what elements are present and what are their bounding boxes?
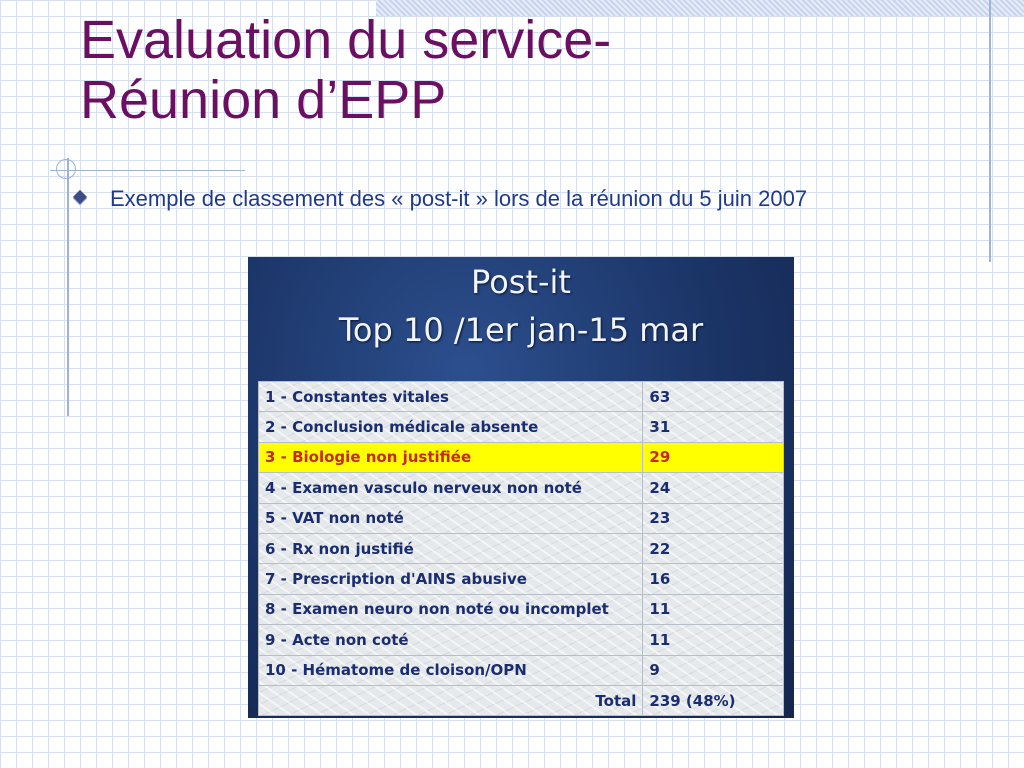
row-value: 63	[642, 380, 784, 413]
table-row: 10 - Hématome de cloison/OPN 9	[257, 654, 784, 686]
row-value: 11	[642, 624, 784, 656]
slide-title-line-2: Réunion d’EPP	[80, 70, 447, 130]
circle-ornament	[56, 159, 76, 179]
diamond-bullet-icon	[72, 189, 88, 205]
row-label: 4 - Examen vasculo nerveux non noté	[257, 472, 644, 504]
panel-heading: Post-it	[471, 263, 571, 301]
table-row: 9 - Acte non coté 11	[257, 624, 784, 656]
table-total-row: Total 239 (48%)	[257, 684, 784, 717]
bullet-text: Exemple de classement des « post-it » lo…	[110, 186, 808, 211]
slide-title: Evaluation du service- Réunion d’EPP	[80, 10, 611, 130]
row-value: 24	[642, 472, 784, 504]
slide-title-line-1: Evaluation du service-	[80, 10, 612, 70]
post-it-image-panel: Post-it Top 10 /1er jan-15 mar 1 - Const…	[248, 257, 794, 718]
row-value: 23	[642, 502, 784, 534]
row-value: 16	[642, 563, 784, 595]
table-row-highlighted: 3 - Biologie non justifiée 29	[257, 441, 784, 474]
total-label: Total	[257, 684, 644, 717]
table-row: 6 - Rx non justifié 22	[257, 532, 784, 565]
top-decorative-band	[376, 0, 1024, 16]
row-label: 3 - Biologie non justifiée	[257, 441, 644, 474]
row-label: 1 - Constantes vitales	[257, 380, 644, 413]
title-underline-rule	[50, 170, 245, 171]
table-row: 2 - Conclusion médicale absente 31	[257, 411, 784, 443]
table-row: 1 - Constantes vitales 63	[257, 380, 784, 413]
row-label: 6 - Rx non justifié	[257, 532, 644, 565]
row-value: 9	[642, 654, 784, 686]
panel-subheading: Top 10 /1er jan-15 mar	[338, 311, 704, 349]
table-row: 8 - Examen neuro non noté ou incomplet 1…	[257, 593, 784, 626]
table-row: 7 - Prescription d'AINS abusive 16	[257, 563, 784, 595]
row-value: 31	[642, 411, 784, 443]
row-label: 2 - Conclusion médicale absente	[257, 411, 644, 443]
row-label: 7 - Prescription d'AINS abusive	[257, 563, 644, 595]
row-label: 10 - Hématome de cloison/OPN	[257, 654, 644, 686]
table-row: 5 - VAT non noté 23	[257, 502, 784, 534]
right-vertical-rule	[989, 0, 991, 262]
row-label: 5 - VAT non noté	[257, 502, 644, 534]
row-value: 29	[642, 441, 784, 474]
table-row: 4 - Examen vasculo nerveux non noté 24	[257, 472, 784, 504]
top-ten-table: 1 - Constantes vitales 63 2 - Conclusion…	[257, 380, 784, 717]
left-vertical-rule	[67, 158, 69, 416]
bullet-item: Exemple de classement des « post-it » lo…	[72, 184, 952, 213]
total-value: 239 (48%)	[642, 684, 784, 717]
row-label: 9 - Acte non coté	[257, 624, 644, 656]
row-value: 22	[642, 532, 784, 565]
row-label: 8 - Examen neuro non noté ou incomplet	[257, 593, 644, 626]
row-value: 11	[642, 593, 784, 626]
